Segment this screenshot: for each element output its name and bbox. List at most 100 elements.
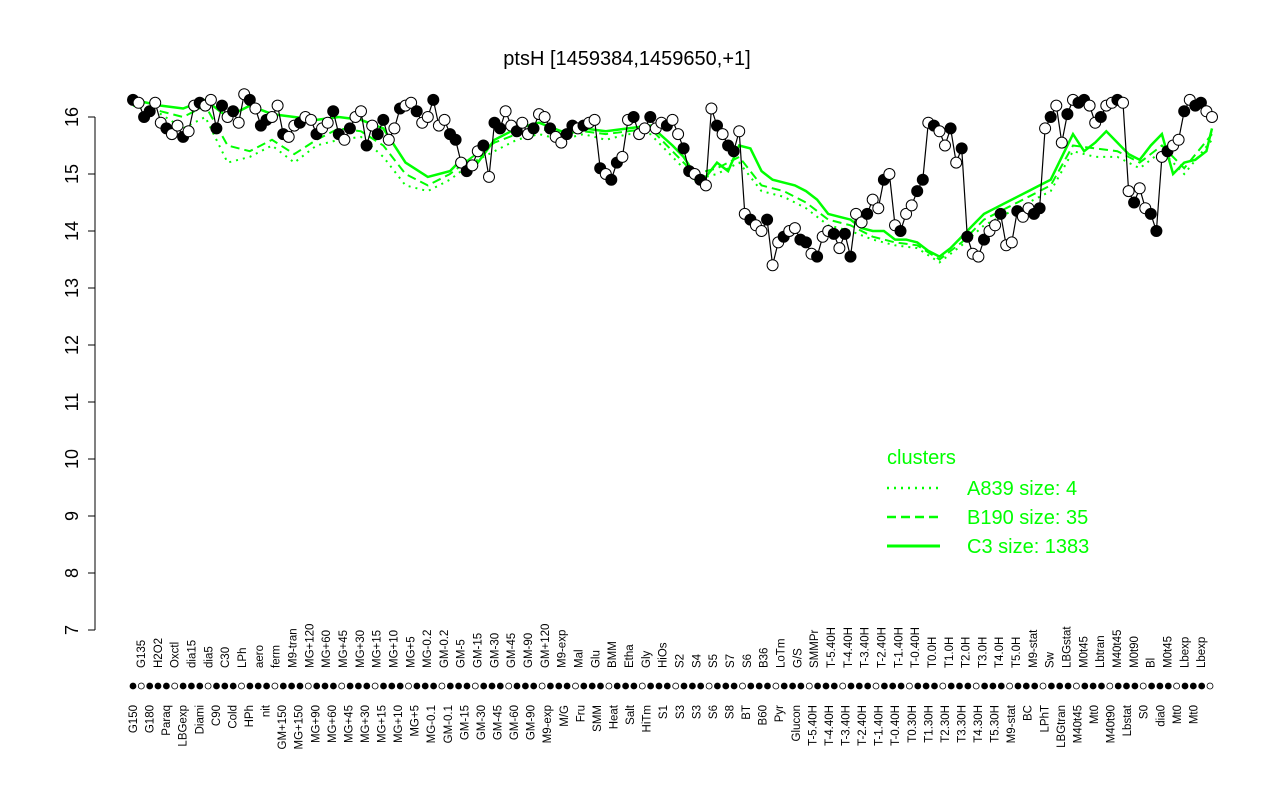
x-tick-label: T-2.40H: [857, 705, 869, 746]
x-sample-marker: [1173, 682, 1180, 690]
x-tick-label: MG+45: [338, 630, 350, 668]
legend: clusters A839 size: 4 B190 size: 35 C3 siz…: [887, 447, 1089, 558]
data-point: [516, 116, 529, 129]
x-tick-label: MG+120: [304, 624, 316, 668]
data-point: [544, 122, 557, 135]
x-tick-label: MG+30: [355, 630, 367, 668]
data-point: [638, 122, 651, 135]
x-tick-label: G150: [128, 705, 140, 733]
cluster-line-dashed: [132, 101, 1213, 261]
data-point: [210, 122, 223, 135]
y-tick-label: 16: [62, 107, 82, 127]
x-sample-marker: [989, 682, 997, 690]
x-tick-label: LBGexp: [178, 705, 190, 747]
data-point: [861, 207, 874, 220]
x-sample-marker: [496, 682, 504, 690]
data-point: [666, 113, 679, 126]
legend-label: A839 size: 4: [967, 478, 1077, 500]
data-point: [627, 111, 640, 123]
x-sample-marker: [1073, 682, 1080, 690]
x-sample-marker: [530, 682, 538, 690]
x-sample-marker: [889, 682, 897, 690]
data-point: [905, 199, 918, 212]
data-point: [1133, 182, 1146, 195]
x-tick-label: dia15: [187, 640, 199, 668]
x-sample-marker: [1014, 682, 1022, 690]
x-sample-marker: [855, 682, 863, 690]
data-point: [165, 128, 178, 141]
x-tick-label: GM-45: [506, 633, 518, 668]
y-tick-label: 11: [62, 393, 82, 412]
data-point: [266, 111, 278, 123]
x-tick-label: Mal: [574, 649, 586, 668]
data-point: [371, 128, 384, 141]
x-tick-label: T-5.40H: [826, 627, 838, 668]
data-point: [243, 93, 256, 106]
data-point: [939, 139, 951, 152]
data-point: [171, 119, 184, 132]
x-tick-label: GM+120: [540, 624, 552, 668]
x-sample-marker: [421, 682, 429, 690]
x-tick-label: LPhT: [1039, 705, 1051, 733]
data-point: [800, 236, 812, 249]
data-point: [455, 156, 468, 169]
x-tick-label: MG+10: [388, 630, 400, 668]
y-tick-label: 8: [62, 568, 82, 578]
x-tick-label: Salt: [625, 704, 637, 725]
x-sample-marker: [338, 682, 346, 690]
x-tick-label: S6: [742, 654, 754, 668]
x-sample-marker: [438, 682, 446, 690]
data-point: [343, 122, 356, 135]
data-point: [1050, 99, 1063, 112]
x-tick-label: GM-60: [509, 705, 521, 740]
x-sample-marker: [747, 682, 755, 690]
x-sample-marker: [413, 682, 421, 690]
data-point: [182, 125, 195, 138]
x-sample-marker: [1198, 682, 1206, 690]
x-tick-label: T-1.40H: [893, 627, 905, 668]
x-tick-label: S7: [725, 654, 737, 668]
x-tick-label: GM-5: [456, 639, 468, 668]
x-tick-label: LPh: [237, 648, 249, 668]
x-tick-label: Lbexp: [1179, 637, 1191, 668]
x-sample-marker: [613, 682, 621, 690]
x-sample-marker: [196, 682, 204, 690]
data-point: [249, 102, 262, 115]
x-sample-marker: [705, 682, 713, 690]
data-point: [1005, 236, 1018, 249]
x-tick-label: Paraq: [161, 705, 173, 736]
x-tick-label: T1.0H: [944, 637, 956, 668]
cluster-line-solid: [132, 98, 1214, 259]
data-point: [733, 125, 746, 138]
data-point: [132, 96, 145, 109]
x-tick-label: GM-90: [526, 705, 538, 740]
data-point: [410, 105, 423, 118]
x-tick-label: Bl: [1146, 658, 1158, 668]
x-tick-label: T-4.40H: [824, 705, 836, 746]
x-tick-label: Oxctl: [170, 642, 182, 668]
data-point: [677, 142, 690, 155]
x-sample-marker: [204, 682, 212, 690]
x-sample-marker: [221, 682, 229, 690]
x-sample-marker: [405, 682, 412, 690]
x-tick-label: GM-30: [476, 705, 488, 740]
x-sample-marker: [371, 682, 379, 690]
data-point: [883, 168, 896, 180]
x-sample-marker: [380, 682, 387, 690]
x-tick-label: dia0: [1155, 705, 1167, 727]
x-tick-label: Etha: [624, 644, 636, 668]
data-point: [827, 227, 840, 240]
x-sample-marker: [471, 682, 479, 690]
data-point: [143, 105, 156, 118]
data-point: [811, 250, 824, 263]
data-point: [1117, 96, 1129, 109]
legend-title: clusters: [887, 447, 956, 469]
y-tick-label: 14: [62, 221, 82, 241]
data-point: [978, 233, 990, 246]
x-sample-marker: [739, 682, 746, 690]
x-sample-marker: [179, 682, 187, 690]
data-point: [727, 145, 740, 158]
data-point: [761, 213, 774, 226]
x-tick-label: M9-stat: [1028, 629, 1040, 668]
x-sample-marker: [296, 682, 304, 690]
